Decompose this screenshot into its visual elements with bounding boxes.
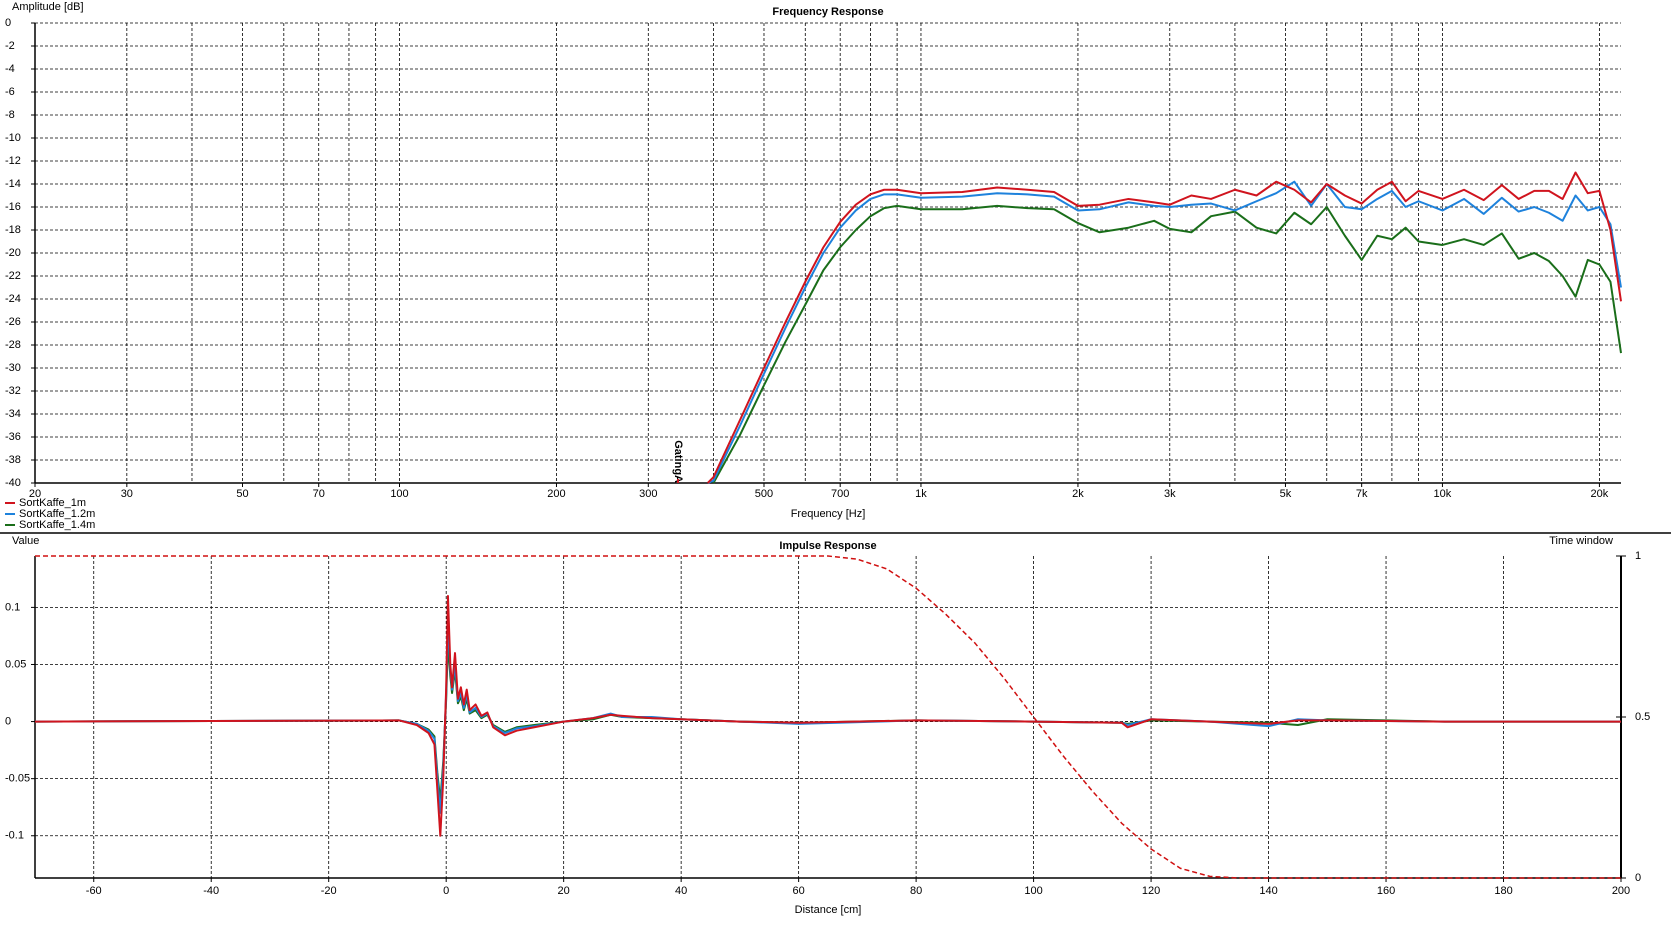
x-tick-label: 120 — [1142, 885, 1160, 897]
y2-tick-label: 0 — [1635, 872, 1641, 884]
chart-title: Frequency Response — [772, 6, 883, 18]
series-line — [707, 180, 1622, 484]
y-tick-label: -0.1 — [5, 830, 24, 842]
series-line — [712, 204, 1622, 484]
x-tick-label: 80 — [910, 885, 922, 897]
x-tick-label: 70 — [313, 488, 325, 500]
x-tick-label: 1k — [915, 488, 927, 500]
x-tick-label: 20 — [558, 885, 570, 897]
y-axis-label: Amplitude [dB] — [12, 1, 84, 13]
y-tick-label: -26 — [5, 316, 21, 328]
y-tick-label: -2 — [5, 40, 15, 52]
x-tick-label: 140 — [1259, 885, 1277, 897]
y-tick-label: 0.1 — [5, 601, 20, 613]
y-tick-label: -8 — [5, 109, 15, 121]
x-tick-label: 180 — [1494, 885, 1512, 897]
y-tick-label: -24 — [5, 293, 21, 305]
legend-label: SortKaffe_1.2m — [19, 508, 95, 520]
x-tick-label: 30 — [121, 488, 133, 500]
annotation: GatingA — [672, 440, 684, 483]
x-axis-label: Frequency [Hz] — [791, 508, 866, 520]
y-tick-label: 0.05 — [5, 658, 26, 670]
series-line — [707, 171, 1622, 484]
x-tick-label: 60 — [793, 885, 805, 897]
y2-axis-label: Time window — [1549, 535, 1613, 547]
x-tick-label: 100 — [390, 488, 408, 500]
x-axis-label: Distance [cm] — [795, 904, 862, 916]
y2-tick-label: 1 — [1635, 550, 1641, 562]
y-tick-label: -20 — [5, 247, 21, 259]
y-tick-label: -40 — [5, 477, 21, 489]
y-tick-label: -28 — [5, 339, 21, 351]
y-tick-label: -34 — [5, 408, 21, 420]
x-tick-label: 300 — [639, 488, 657, 500]
y-tick-label: -18 — [5, 224, 21, 236]
x-tick-label: 500 — [755, 488, 773, 500]
legend-label: SortKaffe_1.4m — [19, 519, 95, 531]
x-tick-label: 700 — [831, 488, 849, 500]
chart-title: Impulse Response — [779, 540, 876, 552]
x-tick-label: 0 — [443, 885, 449, 897]
y-tick-label: -4 — [5, 63, 15, 75]
x-tick-label: 200 — [1612, 885, 1630, 897]
y-tick-label: -10 — [5, 132, 21, 144]
y-tick-label: -14 — [5, 178, 21, 190]
x-tick-label: 200 — [547, 488, 565, 500]
y-tick-label: -36 — [5, 431, 21, 443]
x-tick-label: 7k — [1356, 488, 1368, 500]
plot-area — [35, 556, 1621, 878]
x-tick-label: 40 — [675, 885, 687, 897]
x-tick-label: 3k — [1164, 488, 1176, 500]
y-tick-label: -16 — [5, 201, 21, 213]
y-tick-label: -0.05 — [5, 773, 30, 785]
x-tick-label: 20 — [29, 488, 41, 500]
y-tick-label: 0 — [5, 17, 11, 29]
x-tick-label: 100 — [1024, 885, 1042, 897]
x-tick-label: -20 — [321, 885, 337, 897]
x-tick-label: 160 — [1377, 885, 1395, 897]
y-tick-label: -12 — [5, 155, 21, 167]
y-tick-label: -6 — [5, 86, 15, 98]
legend-label: SortKaffe_1m — [19, 497, 86, 509]
series-line — [34, 594, 1621, 837]
y-axis-label: Value — [12, 535, 39, 547]
y-tick-label: -30 — [5, 362, 21, 374]
x-tick-label: 2k — [1072, 488, 1084, 500]
y-tick-label: 0 — [5, 715, 11, 727]
x-tick-label: -40 — [203, 885, 219, 897]
x-tick-label: -60 — [86, 885, 102, 897]
y-tick-label: -38 — [5, 454, 21, 466]
y-tick-label: -22 — [5, 270, 21, 282]
y2-tick-label: 0.5 — [1635, 711, 1650, 723]
y-tick-label: -32 — [5, 385, 21, 397]
x-tick-label: 50 — [236, 488, 248, 500]
x-tick-label: 20k — [1591, 488, 1609, 500]
series-line — [35, 555, 1621, 879]
x-tick-label: 5k — [1280, 488, 1292, 500]
x-tick-label: 10k — [1434, 488, 1452, 500]
